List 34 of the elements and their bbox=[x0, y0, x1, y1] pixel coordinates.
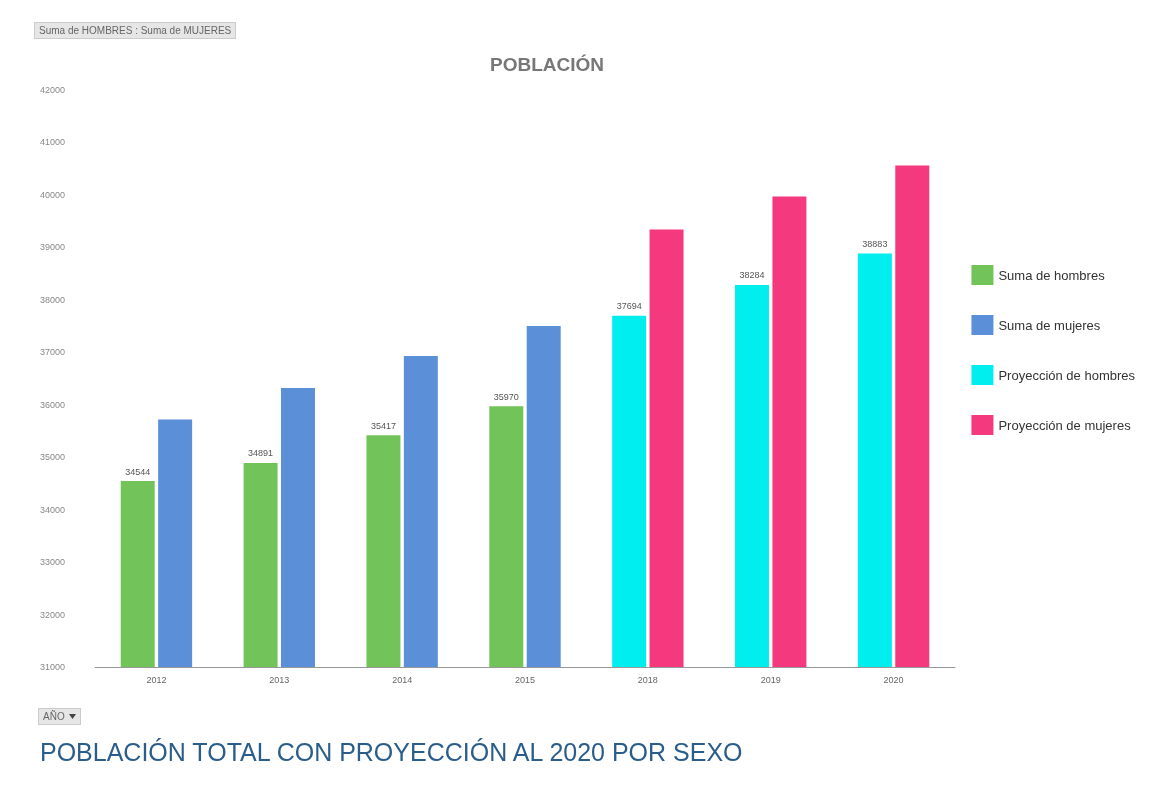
x-tick-label: 2015 bbox=[514, 674, 536, 685]
x-tick-label: 2012 bbox=[146, 674, 167, 685]
data-label: 38883 bbox=[862, 239, 888, 249]
data-label: 38284 bbox=[739, 270, 765, 281]
text: Suma de HOMBRES : Suma de MUJERES bbox=[34, 22, 237, 39]
y-tick-label: 41000 bbox=[40, 137, 66, 148]
text: POBLACIÓN TOTAL CON PROYECCIÓN AL 2020 POR SEXO bbox=[40, 738, 743, 767]
x-tick-label: 2018 bbox=[637, 674, 658, 685]
y-tick-label: 31000 bbox=[40, 662, 66, 672]
x-tick-label: 2019 bbox=[760, 674, 781, 685]
data-label: 35970 bbox=[493, 391, 519, 402]
y-tick-label: 35000 bbox=[40, 452, 66, 463]
text: AÑO bbox=[43, 711, 65, 722]
y-tick-label: 42000 bbox=[40, 85, 66, 95]
y-tick-label: 37000 bbox=[40, 347, 66, 358]
y-tick-label: 38000 bbox=[40, 294, 66, 305]
y-tick-label: 32000 bbox=[40, 609, 66, 620]
legend-label: Suma de hombres bbox=[998, 267, 1106, 283]
x-tick-label: 2020 bbox=[883, 674, 904, 685]
data-label: 34891 bbox=[248, 448, 274, 459]
legend-label: Suma de mujeres bbox=[998, 317, 1101, 333]
data-label: 37694 bbox=[616, 301, 642, 312]
x-tick-label: 2013 bbox=[269, 674, 290, 685]
chart-title: POBLACIÓN bbox=[490, 54, 604, 75]
legend-label: Proyección de mujeres bbox=[998, 417, 1132, 433]
y-tick-label: 36000 bbox=[40, 399, 66, 410]
y-tick-label: 40000 bbox=[40, 189, 66, 200]
y-tick-label: 33000 bbox=[40, 557, 66, 568]
y-tick-label: 34000 bbox=[40, 504, 66, 515]
data-label: 34544 bbox=[125, 466, 151, 477]
legend-label: Proyección de hombres bbox=[998, 367, 1136, 383]
data-label: 35417 bbox=[370, 420, 396, 431]
y-tick-label: 39000 bbox=[40, 242, 66, 253]
x-tick-label: 2014 bbox=[392, 674, 413, 685]
